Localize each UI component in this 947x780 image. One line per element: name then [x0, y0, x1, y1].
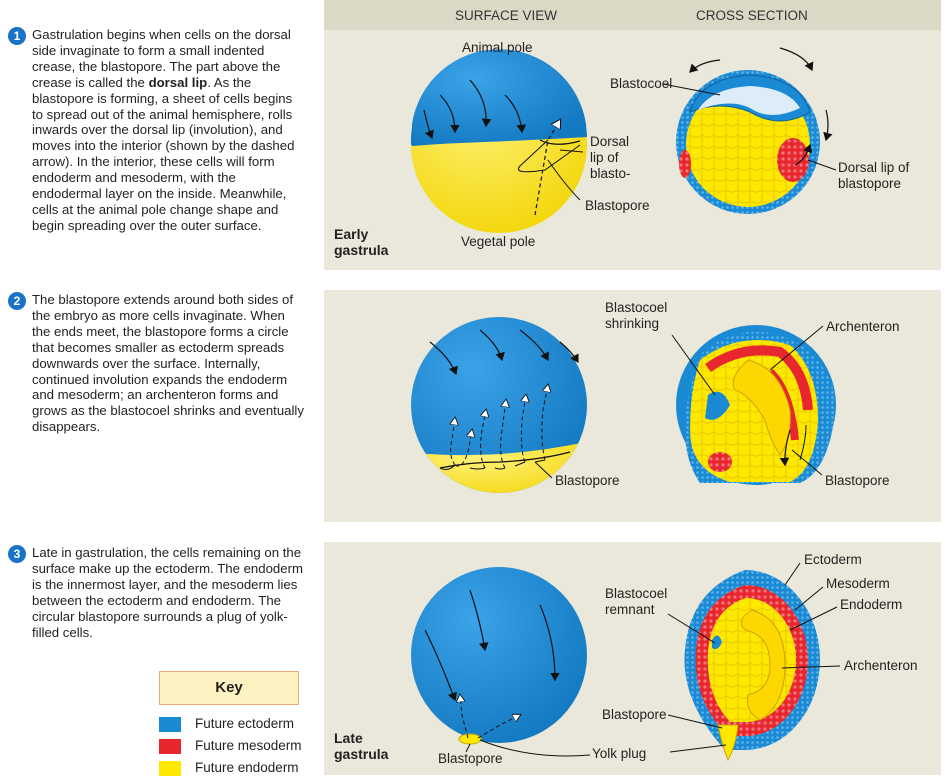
dorsal-lip-blastopore-label: Dorsal lip of blastopore [838, 160, 910, 191]
dorsal-lip-term: dorsal lip [148, 74, 208, 90]
early-surface-sphere [410, 49, 587, 233]
archenteron-label: Archenteron [844, 658, 918, 673]
animal-pole-label: Animal pole [462, 40, 533, 55]
early-cross-section [662, 47, 837, 214]
cross-section-header: CROSS SECTION [696, 8, 808, 23]
mesoderm-label: Mesoderm [826, 576, 890, 591]
key-title: Key [159, 671, 299, 705]
blastocoel-shrinking-label: Blastocoel shrinking [605, 300, 668, 331]
blastopore-surface-label: Blastopore [555, 473, 620, 488]
step-3: 3 Late in gastrulation, the cells remain… [8, 545, 306, 640]
archenteron-label: Archenteron [826, 319, 900, 334]
yolk-plug-label: Yolk plug [592, 746, 646, 761]
endoderm-label: Endoderm [840, 597, 902, 612]
vegetal-pole-label: Vegetal pole [461, 234, 535, 249]
stage-label: Late gastrula [334, 730, 389, 762]
step-text: The blastopore extends around both sides… [32, 292, 304, 435]
ectoderm-label: Ectoderm [804, 552, 862, 567]
ectoderm-swatch [159, 717, 181, 732]
endoderm-swatch [159, 761, 181, 776]
step-number: 3 [8, 545, 26, 563]
step-2: 2 The blastopore extends around both sid… [8, 292, 306, 435]
step-text: Late in gastrulation, the cells remainin… [32, 545, 303, 640]
blastopore-cross-label: Blastopore [602, 707, 667, 722]
column-headers: SURFACE VIEW CROSS SECTION [324, 0, 941, 30]
dorsal-lip-label: Dorsal lip of blasto- pore [590, 134, 631, 186]
mid-cross-section [671, 325, 836, 485]
late-cross-section [667, 562, 841, 762]
blastopore-label: Blastopore [585, 198, 650, 213]
step-1: 1 Gastrulation begins when cells on the … [8, 27, 306, 234]
blastopore-cross-label: Blastopore [825, 473, 890, 488]
stage-label: Early gastrula [334, 226, 389, 258]
step-number: 2 [8, 292, 26, 310]
late-surface-sphere [411, 567, 591, 757]
mesoderm-swatch [159, 739, 181, 754]
step-number: 1 [8, 27, 26, 45]
blastopore-surface-label: Blastopore [438, 751, 503, 766]
step-text: Gastrulation begins when cells on the do… [32, 27, 295, 233]
blastocoel-label: Blastocoel [610, 76, 672, 91]
surface-view-header: SURFACE VIEW [455, 8, 558, 23]
blastocoel-remnant-label: Blastocoel remnant [605, 586, 668, 617]
